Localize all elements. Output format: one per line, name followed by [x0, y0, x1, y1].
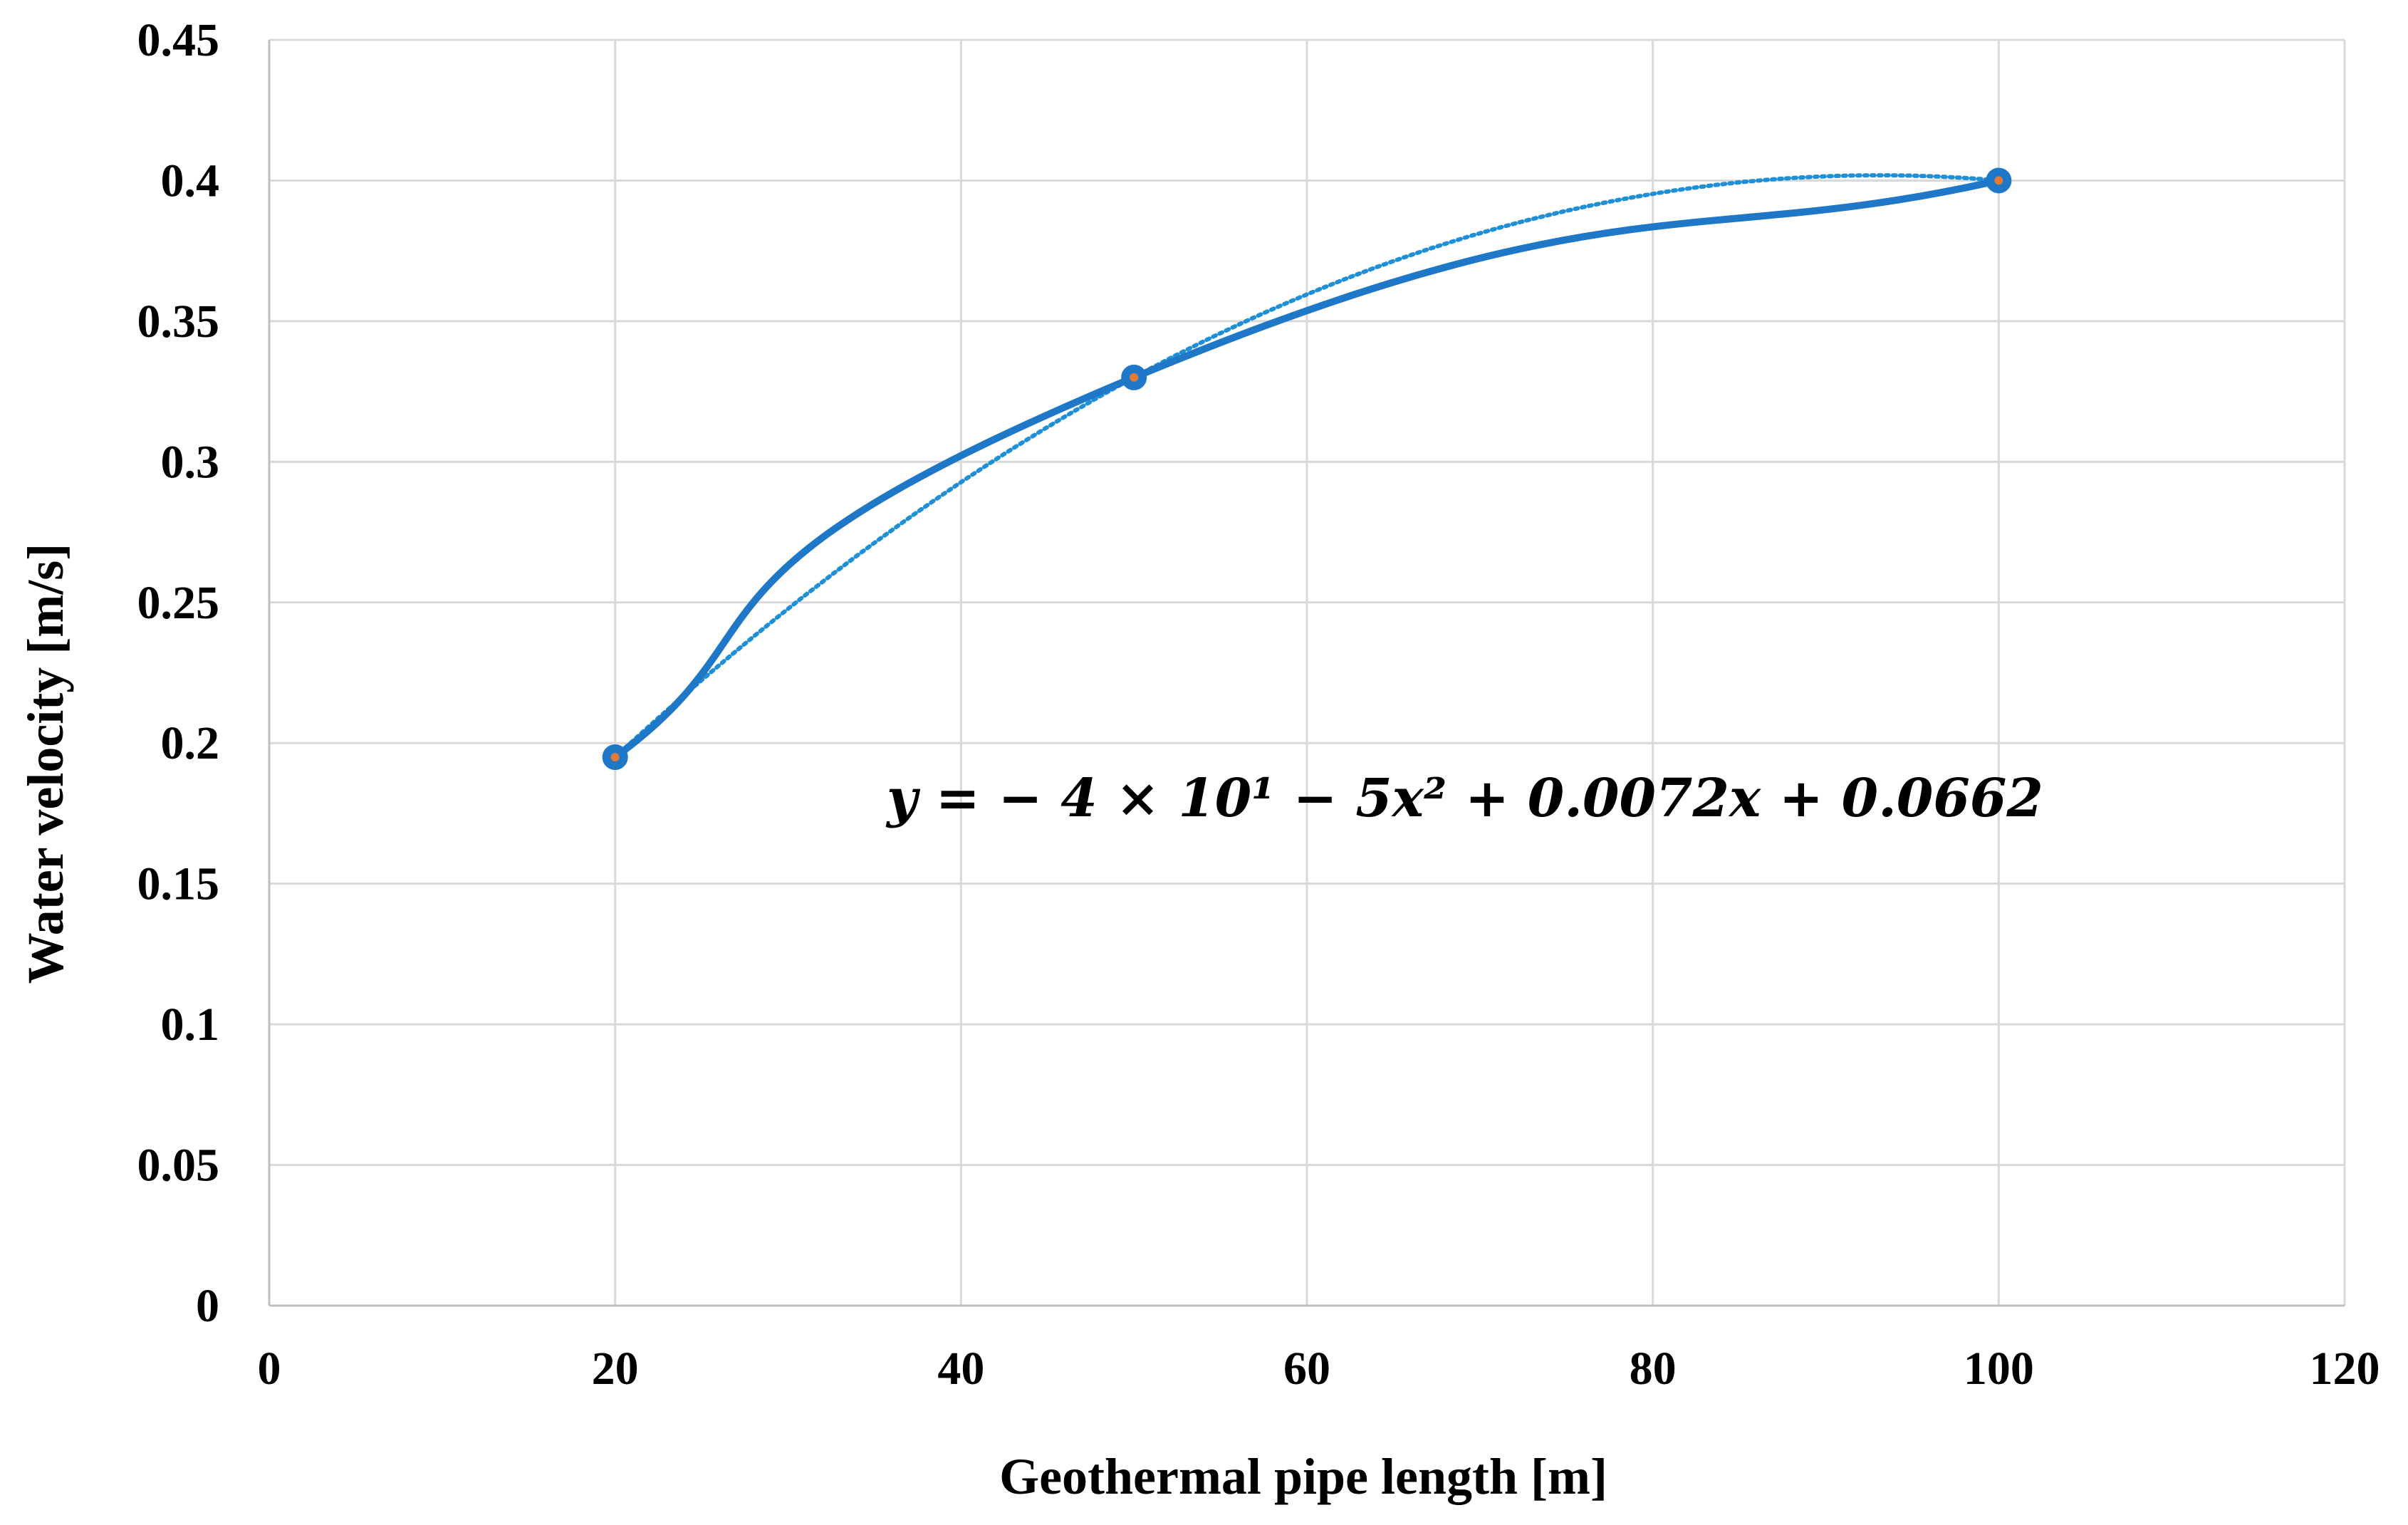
data-point [1121, 364, 1147, 390]
y-tick-label: 0.05 [137, 1140, 220, 1192]
y-tick-label: 0.35 [137, 296, 220, 348]
x-axis-title: Geothermal pipe length [m] [999, 1448, 1607, 1505]
y-tick-label: 0.4 [161, 155, 220, 207]
y-axis-title: Water velocity [m/s] [17, 543, 74, 984]
y-tick-label: 0 [196, 1280, 219, 1332]
y-tick-label: 0.1 [161, 999, 220, 1051]
x-tick-label: 20 [592, 1343, 639, 1395]
trendline-path [613, 173, 2001, 759]
data-point [1986, 167, 2012, 194]
y-tick-label: 0.2 [161, 717, 220, 769]
axes [268, 40, 2345, 1307]
trendline-equation: y = − 4 × 10¹ − 5x² + 0.0072x + 0.0662 [885, 768, 2043, 829]
gridlines [268, 38, 2346, 1307]
data-point [602, 744, 628, 770]
y-tick-label: 0.3 [161, 436, 220, 488]
x-tick-label: 40 [937, 1343, 984, 1395]
trendline [613, 173, 2001, 759]
y-tick-label: 0.45 [137, 14, 220, 66]
y-tick-label: 0.15 [137, 858, 220, 910]
x-tick-label: 120 [2310, 1343, 2380, 1395]
x-tick-label: 0 [258, 1343, 281, 1395]
data-point-center [1130, 373, 1139, 382]
x-tick-label: 60 [1283, 1343, 1330, 1395]
data-point-center [610, 752, 620, 761]
tick-labels: 0 0.05 0.1 0.15 0.2 0.25 0.3 0.35 0.4 0.45 0 20 40 60… [137, 14, 2380, 1395]
x-tick-label: 80 [1630, 1343, 1677, 1395]
y-tick-label: 0.25 [137, 577, 220, 629]
data-markers [602, 167, 2012, 770]
x-tick-label: 100 [1964, 1343, 2034, 1395]
data-point-center [1994, 176, 2003, 185]
